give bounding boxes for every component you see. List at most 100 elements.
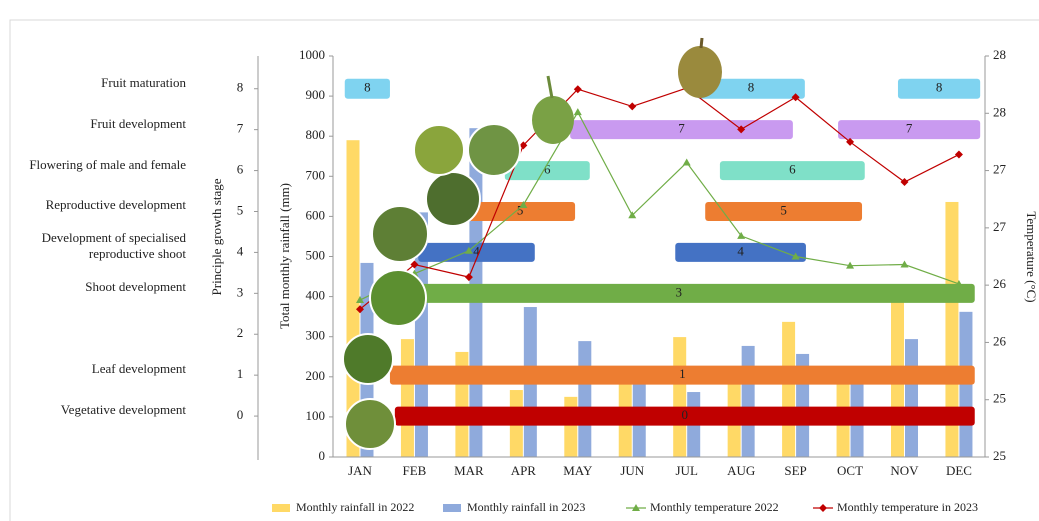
line-marker	[954, 279, 963, 287]
stage-name: Reproductive development	[45, 197, 186, 213]
x-tick-label: DEC	[946, 463, 972, 478]
stage-tick-label: 0	[237, 407, 244, 422]
line-marker	[791, 93, 800, 102]
stage-name: Development of specialised reproductive …	[41, 230, 186, 262]
stage-tick-label: 5	[237, 202, 244, 217]
line-marker	[900, 260, 909, 268]
line-marker	[464, 273, 473, 282]
line-marker	[356, 296, 364, 304]
x-tick-label: OCT	[837, 463, 863, 478]
y-tick-label: 100	[306, 408, 326, 423]
legend-swatch	[443, 504, 461, 512]
stage-name: Vegetative development	[60, 402, 186, 418]
legend-swatch	[272, 504, 290, 512]
stage-bar-label: 8	[936, 80, 943, 95]
y-axis-title: Total monthly rainfall (mm)	[277, 183, 292, 329]
photos	[342, 37, 722, 450]
line-marker	[519, 200, 528, 208]
y-tick-label: 0	[319, 448, 326, 463]
stage-bar	[897, 78, 981, 99]
line-layer	[356, 84, 963, 314]
stage-bar	[705, 201, 863, 221]
stage-tick-label: 4	[237, 243, 244, 258]
photo-stem	[546, 75, 554, 99]
stage-bar	[394, 406, 975, 426]
y-tick-label: 600	[306, 207, 326, 222]
stage-axis-title: Principle growth stage	[209, 178, 224, 295]
stage-bar-label: 4	[737, 243, 744, 258]
stage-bar	[418, 242, 535, 262]
line-marker	[410, 260, 419, 269]
stage-bar	[838, 120, 981, 140]
rainfall-bar	[578, 341, 592, 457]
photo	[532, 96, 574, 144]
legend-label: Monthly temperature in 2023	[837, 500, 978, 514]
stage-bar	[382, 283, 975, 303]
rainfall-bar	[400, 339, 414, 457]
rainfall-bar	[905, 339, 918, 457]
stage-bar	[719, 161, 865, 181]
line-marker	[682, 158, 691, 166]
stage-bar	[504, 161, 590, 181]
line-marker	[573, 85, 582, 94]
photo	[369, 269, 427, 327]
stage-tick-label: 3	[237, 284, 244, 299]
line-marker	[356, 305, 364, 314]
rainfall-bar	[741, 345, 755, 457]
stage-tick-label: 7	[237, 121, 244, 136]
stage-layer: 0 1 3 4 4 5 5 6 6 7 7 8 8 8	[344, 78, 981, 426]
y2-tick-label: 28	[993, 47, 1006, 62]
stage-tick-label: 8	[237, 80, 244, 95]
y2-tick-label: 27	[993, 219, 1007, 234]
y-tick-label: 800	[306, 127, 326, 142]
stage-bar-label: 6	[789, 162, 796, 177]
stage-bar	[570, 120, 793, 140]
y2-tick-label: 26	[993, 276, 1007, 291]
stage-name: Leaf development	[91, 361, 186, 377]
frame	[9, 19, 1039, 521]
stage-bar-label: 3	[676, 284, 683, 299]
y-tick-label: 300	[306, 328, 326, 343]
x-tick-label: AUG	[727, 463, 755, 478]
stage-bar-label: 7	[678, 121, 685, 136]
stage-name: Fruit maturation	[101, 74, 186, 90]
stage-tick-label: 1	[237, 366, 244, 381]
rainfall-bar	[673, 337, 687, 457]
photo-stem	[699, 37, 704, 49]
line-marker	[573, 108, 582, 116]
line-marker	[464, 246, 473, 254]
line-marker	[737, 125, 746, 134]
line-marker	[632, 504, 640, 511]
stage-bar-label: 5	[517, 202, 524, 217]
legend-label: Monthly rainfall in 2023	[467, 500, 585, 514]
stage-bar-label: 4	[473, 243, 480, 258]
y-tick-label: 700	[306, 167, 326, 182]
photo	[425, 171, 481, 227]
stage-bar	[389, 365, 975, 385]
x-tick-label: SEP	[784, 463, 806, 478]
photo	[344, 398, 396, 450]
y2-tick-label: 28	[993, 104, 1006, 119]
x-tick-label: NOV	[890, 463, 919, 478]
y-tick-label: 1000	[299, 47, 325, 62]
y-tick-label: 500	[306, 247, 326, 262]
photo	[467, 123, 521, 177]
stage-bar-label: 8	[748, 80, 755, 95]
photo	[413, 124, 465, 176]
legend-label: Monthly temperature 2022	[650, 500, 779, 514]
x-tick-label: FEB	[403, 463, 427, 478]
y2-tick-label: 26	[993, 333, 1007, 348]
x-tick-label: JUL	[676, 463, 698, 478]
stage-tick-label: 2	[237, 325, 244, 340]
line-marker	[954, 150, 963, 159]
line-marker	[846, 137, 855, 146]
y-tick-label: 400	[306, 288, 326, 303]
temperature-line	[359, 87, 960, 310]
x-tick-label: MAR	[454, 463, 484, 478]
axes: 0100200300400500600700800900100025252626…	[209, 47, 1039, 478]
photo	[678, 46, 722, 98]
line-marker	[846, 261, 855, 269]
y2-tick-label: 25	[993, 448, 1006, 463]
